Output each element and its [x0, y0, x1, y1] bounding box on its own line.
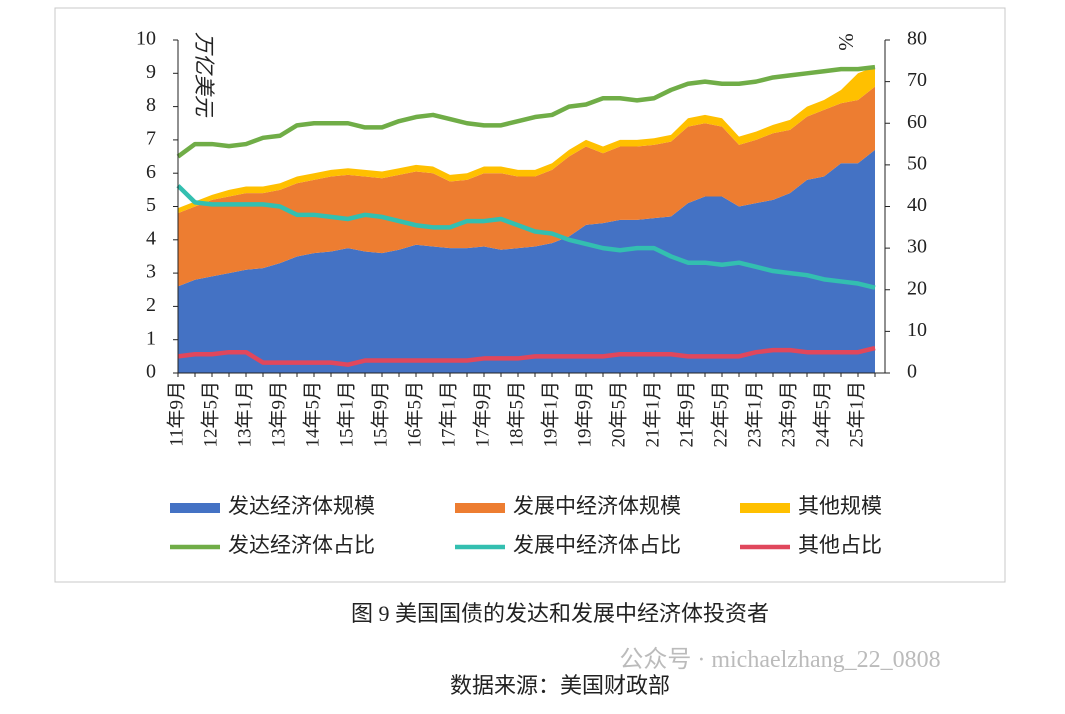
- x-tick-label: 23年1月: [743, 381, 765, 448]
- y-tick-label: 10: [136, 28, 156, 50]
- y-tick-label: 2: [146, 294, 156, 316]
- x-tick-label: 12年5月: [199, 381, 221, 448]
- watermark: 公众号 · michaelzhang_22_0808: [619, 646, 940, 673]
- legend-swatch: [455, 503, 505, 513]
- x-tick-label: 15年9月: [369, 381, 391, 448]
- legend-label: 其他规模: [798, 494, 882, 518]
- x-tick-label: 24年5月: [811, 381, 833, 448]
- x-tick-label: 25年1月: [845, 381, 867, 448]
- source: 数据来源：美国财政部: [450, 673, 670, 698]
- x-tick-label: 17年9月: [471, 381, 493, 448]
- y-tick-label: 1: [146, 327, 156, 349]
- y2-tick-label: 20: [907, 277, 927, 299]
- y-tick-label: 7: [146, 127, 156, 149]
- y2-tick-label: 50: [907, 152, 927, 174]
- x-tick-label: 19年1月: [539, 381, 561, 448]
- x-tick-label: 13年9月: [267, 381, 289, 448]
- caption: 图 9 美国国债的发达和发展中经济体投资者: [351, 601, 769, 626]
- x-tick-label: 17年1月: [437, 381, 459, 448]
- y2-tick-label: 60: [907, 111, 927, 133]
- line: [176, 184, 876, 290]
- y-axis-label: 万亿美元: [192, 32, 216, 118]
- y-tick-label: 4: [146, 227, 156, 249]
- y-tick-label: 9: [146, 61, 156, 83]
- y2-tick-label: 10: [907, 319, 927, 341]
- x-tick-label: 11年9月: [165, 381, 187, 447]
- area: [178, 149, 875, 373]
- x-tick-label: 20年5月: [607, 381, 629, 448]
- x-tick-label: 14年5月: [301, 381, 323, 448]
- line: [177, 345, 876, 367]
- y-tick-label: 6: [146, 161, 156, 183]
- x-tick-label: 21年9月: [675, 381, 697, 448]
- legend-swatch: [170, 503, 220, 513]
- x-tick-label: 21年1月: [641, 381, 663, 448]
- legend-label: 发展中经济体占比: [513, 533, 681, 557]
- x-tick-label: 15年1月: [335, 381, 357, 448]
- y2-tick-label: 80: [907, 28, 927, 50]
- legend-swatch: [740, 503, 790, 513]
- legend-label: 发展中经济体规模: [513, 494, 681, 518]
- legend-label: 发达经济体占比: [228, 533, 375, 557]
- y2-tick-label: 40: [907, 194, 927, 216]
- x-tick-label: 16年5月: [403, 381, 425, 448]
- x-tick-label: 19年9月: [573, 381, 595, 448]
- legend-label: 其他占比: [798, 533, 882, 557]
- y2-axis-label: %: [834, 33, 858, 51]
- line: [176, 64, 876, 159]
- area: [178, 66, 875, 214]
- legend-label: 发达经济体规模: [228, 494, 375, 518]
- y-tick-label: 0: [146, 361, 156, 383]
- x-tick-label: 22年5月: [709, 381, 731, 448]
- y-tick-label: 8: [146, 94, 156, 116]
- y-tick-label: 5: [146, 194, 156, 216]
- x-tick-label: 13年1月: [233, 381, 255, 448]
- y2-tick-label: 70: [907, 69, 927, 91]
- x-tick-label: 23年9月: [777, 381, 799, 448]
- y-tick-label: 3: [146, 261, 156, 283]
- y2-tick-label: 30: [907, 236, 927, 258]
- x-tick-label: 18年5月: [505, 381, 527, 448]
- area: [178, 86, 875, 287]
- y2-tick-label: 0: [907, 361, 917, 383]
